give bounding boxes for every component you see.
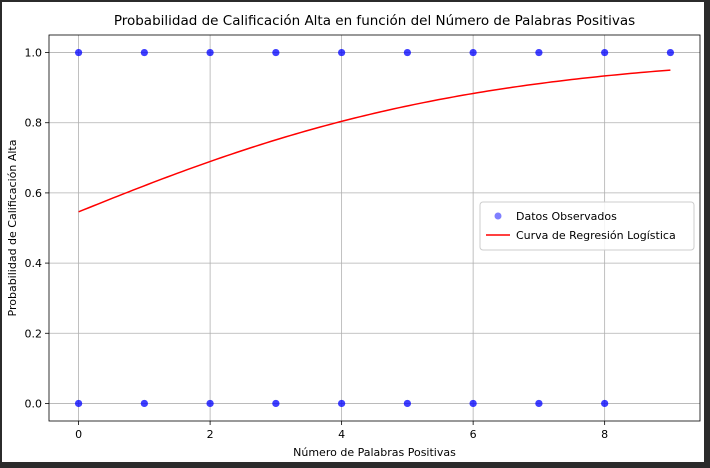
observed-data-point [601,399,609,408]
logistic-curve-line [78,69,671,213]
x-tick-label: 0 [75,428,82,441]
observed-data-point [74,399,83,408]
observed-data-point [469,48,477,57]
chart-title: Probabilidad de Calificación Alta en fun… [114,13,635,29]
x-tick-label: 8 [601,428,608,441]
observed-data-point [272,48,280,57]
plot-frame [48,34,701,422]
observed-data-point [403,48,411,57]
observed-data-point [601,48,609,57]
x-tick-label: 6 [470,428,477,441]
y-axis-label: Probabilidad de Calificación Alta [6,140,19,317]
legend-label-observed: Datos Observados [516,210,617,223]
x-axis-label: Número de Palabras Positivas [293,446,456,459]
legend: Datos Observados Curva de Regresión Logí… [479,201,695,251]
y-tick-label: 0.6 [25,187,43,200]
observed-data-point [666,48,675,57]
legend-box [479,201,695,251]
y-tick-label: 1.0 [25,47,43,60]
observed-data-point [272,399,280,408]
observed-data-point [535,399,543,408]
chart-svg: Probabilidad de Calificación Alta en fun… [6,13,701,459]
observed-data-point [140,399,148,408]
observed-data-point [140,48,148,57]
observed-data-point [338,399,346,408]
legend-label-curve: Curva de Regresión Logística [516,229,676,242]
legend-marker-observed [494,212,502,220]
chart-figure: Probabilidad de Calificación Alta en fun… [2,2,704,462]
observed-data-point [206,48,214,57]
x-tick-label: 2 [207,428,214,441]
y-tick-label: 0.2 [25,327,43,340]
points-layer [74,48,675,408]
observed-data-point [206,399,214,408]
observed-data-point [535,48,543,57]
y-axis-ticks: 0.0 0.2 0.4 0.6 0.8 1.0 [25,47,49,410]
observed-data-point [403,399,411,408]
x-tick-label: 4 [338,428,345,441]
observed-data-point [469,399,477,408]
x-axis-ticks: 0 2 4 6 8 [75,421,608,441]
observed-data-point [74,48,83,57]
y-tick-label: 0.8 [25,117,43,130]
y-tick-label: 0.4 [25,257,43,270]
y-tick-label: 0.0 [25,397,43,410]
curve-layer [78,69,671,213]
observed-data-point [338,48,346,57]
